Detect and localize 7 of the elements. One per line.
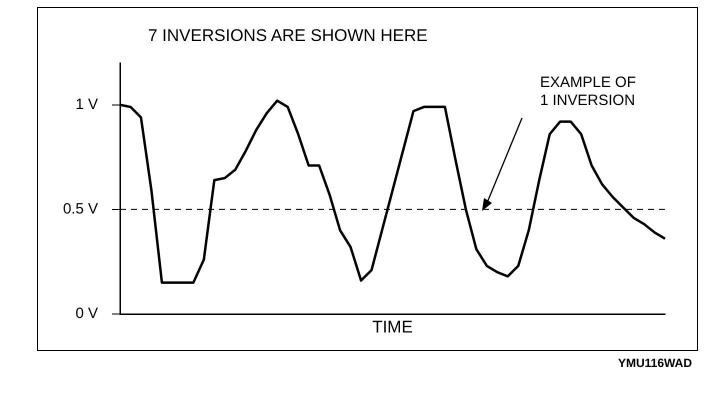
annotation: EXAMPLE OF 1 INVERSION (540, 74, 637, 110)
y-tick-label: 0.5 V (62, 200, 98, 218)
y-tick-label: 1 V (75, 96, 98, 113)
y-tick-label: 0 V (75, 305, 98, 322)
chart-title: 7 INVERSIONS ARE SHOWN HERE (148, 26, 428, 46)
x-axis-title: TIME (372, 317, 413, 336)
text: YMU116WAD (618, 356, 692, 370)
